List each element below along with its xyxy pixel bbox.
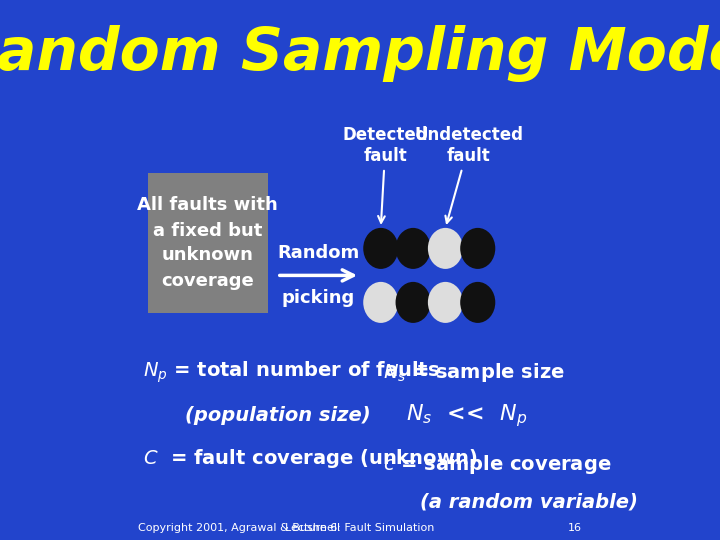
Text: $c$ = sample coverage: $c$ = sample coverage <box>383 453 611 476</box>
Circle shape <box>428 282 463 323</box>
Text: Undetected
fault: Undetected fault <box>414 126 523 223</box>
Text: Lecture 6: Fault Simulation: Lecture 6: Fault Simulation <box>285 523 435 533</box>
Circle shape <box>395 228 431 269</box>
Text: $N_s$  <<  $N_p$: $N_s$ << $N_p$ <box>406 402 528 429</box>
Circle shape <box>395 282 431 323</box>
Text: Copyright 2001, Agrawal & Bushnell: Copyright 2001, Agrawal & Bushnell <box>138 523 341 533</box>
Circle shape <box>460 282 495 323</box>
Circle shape <box>428 228 463 269</box>
FancyBboxPatch shape <box>148 173 268 313</box>
Text: picking: picking <box>282 289 355 307</box>
Circle shape <box>363 228 398 269</box>
Circle shape <box>460 228 495 269</box>
Text: Random Sampling Model: Random Sampling Model <box>0 25 720 83</box>
Text: (a random variable): (a random variable) <box>420 492 638 512</box>
Text: Detected
fault: Detected fault <box>343 126 428 223</box>
Text: $N_p$ = total number of faults: $N_p$ = total number of faults <box>143 360 440 386</box>
Text: All faults with
a fixed but
unknown
coverage: All faults with a fixed but unknown cove… <box>138 197 278 289</box>
Text: (population size): (population size) <box>184 406 370 426</box>
Text: Random: Random <box>277 244 359 262</box>
FancyArrowPatch shape <box>279 270 354 281</box>
Text: $N_s$ = sample size: $N_s$ = sample size <box>383 361 565 384</box>
Text: 16: 16 <box>567 523 582 533</box>
Circle shape <box>363 282 398 323</box>
Text: $C$  = fault coverage (unknown): $C$ = fault coverage (unknown) <box>143 448 477 470</box>
